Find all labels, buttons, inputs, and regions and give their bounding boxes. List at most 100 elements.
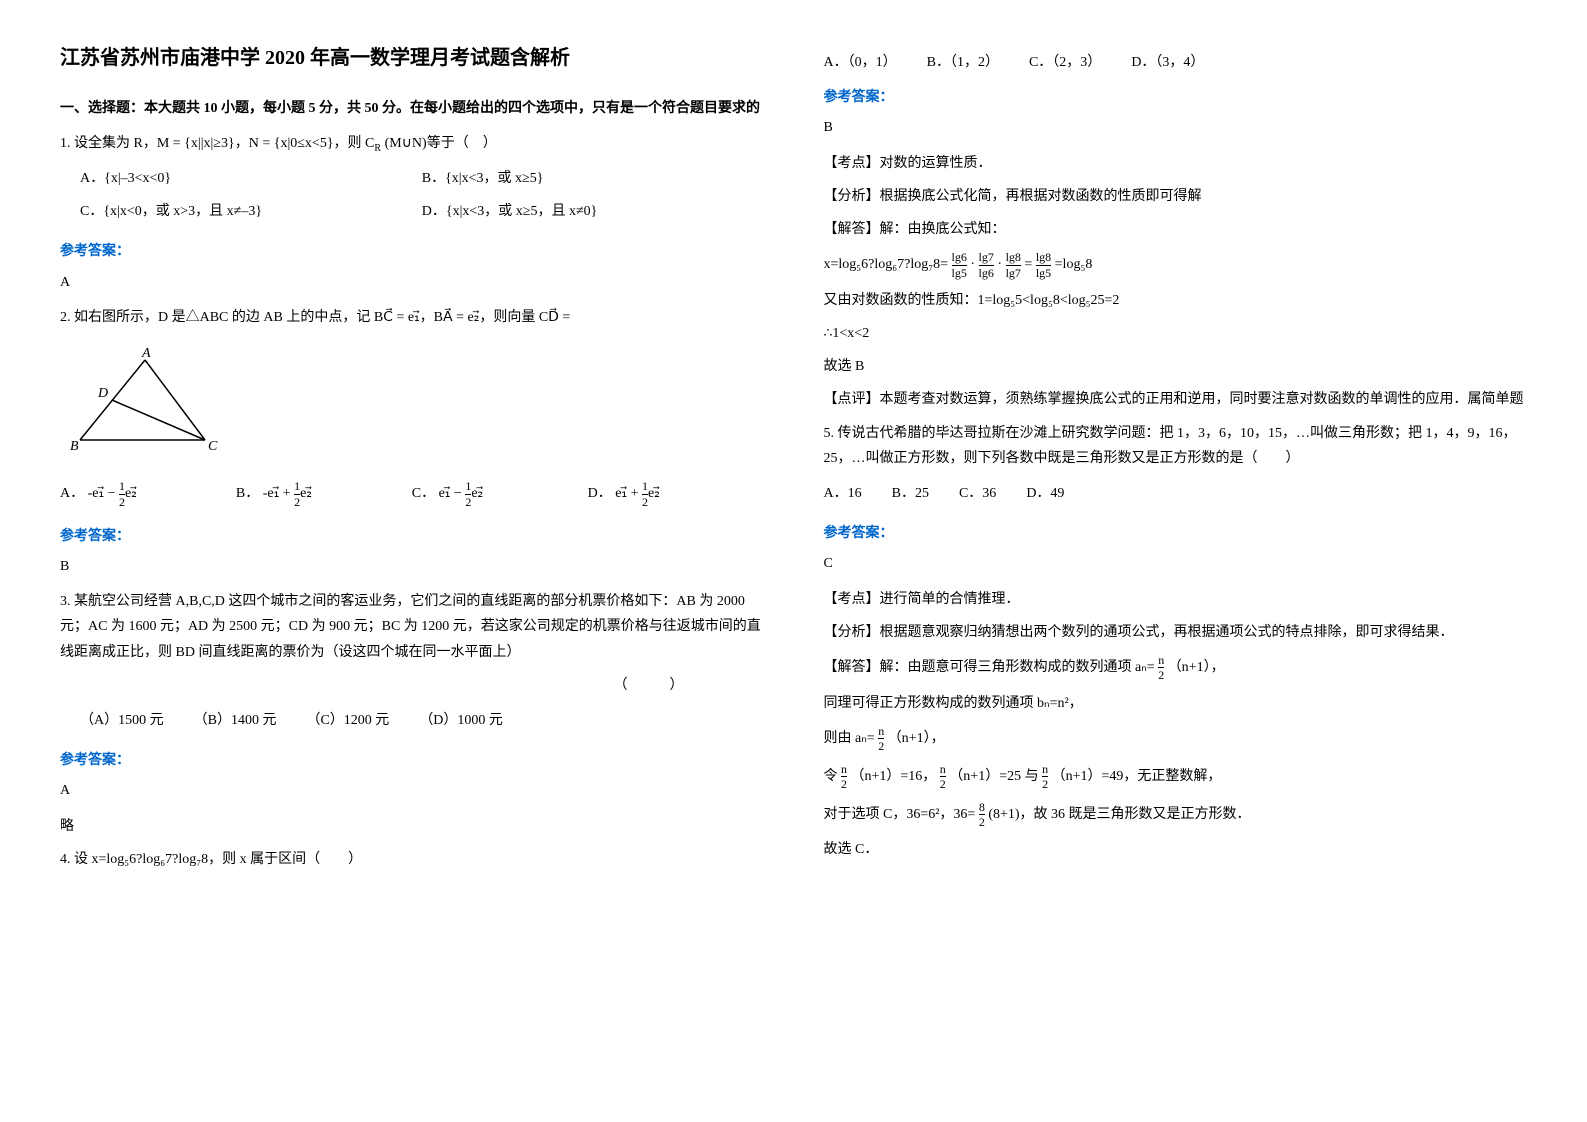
q1-answer: A (60, 270, 764, 295)
page-title: 江苏省苏州市庙港中学 2020 年高一数学理月考试题含解析 (60, 40, 764, 76)
q4-comment: 【点评】本题考查对数运算，须熟练掌握换底公式的正用和逆用，同时要注意对数函数的单… (824, 387, 1528, 412)
left-column: 江苏省苏州市庙港中学 2020 年高一数学理月考试题含解析 一、选择题：本大题共… (60, 40, 764, 887)
q1-optA: A．{x|–3<x<0} (80, 166, 422, 191)
q2-optB: B． -e₁⃗ + 12e₂⃗ (236, 479, 412, 509)
question-4-stem: 4. 设 x=log₅6?log₆7?log₇8，则 x 属于区间（ ） (60, 847, 764, 872)
question-5: 5. 传说古代希腊的毕达哥拉斯在沙滩上研究数学问题：把 1，3，6，10，15，… (824, 421, 1528, 507)
frac-n2-b: n2 (878, 724, 884, 754)
frac-lg8-lg7: lg8lg7 (1006, 250, 1021, 280)
q5-sol5b: (8+1)，故 36 既是三角形数又是正方形数． (988, 807, 1250, 822)
answer-label-1: 参考答案： (60, 239, 764, 264)
q5-sol4c: （n+1）=25 与 (949, 769, 1038, 784)
q3-optB: （B）1400 元 (194, 708, 277, 733)
q5-solution-line6: 故选 C． (824, 837, 1528, 862)
q2-text: 2. 如右图所示，D 是△ABC 的边 AB 上的中点，记 BC⃗ = e₁⃗，… (60, 305, 764, 330)
q5-optD: D．49 (1026, 481, 1064, 506)
frac-lg7-lg6: lg7lg6 (979, 250, 994, 280)
q5-solution-line4: 令 n2 （n+1）=16， n2 （n+1）=25 与 n2 （n+1）=49… (824, 762, 1528, 792)
q2-optD-formula: e₁⃗ + 12e₂⃗ (615, 486, 660, 501)
q1-optC: C．{x|x<0，或 x>3，且 x≠–3} (80, 199, 422, 224)
q1-options: A．{x|–3<x<0} B．{x|x<3，或 x≥5} C．{x|x<0，或 … (80, 166, 764, 224)
q4-sol1-text: x=log₅6?log₆7?log₇8= (824, 257, 949, 272)
q1-optB: B．{x|x<3，或 x≥5} (422, 166, 764, 191)
frac-lg6-lg5: lg6lg5 (952, 250, 967, 280)
q2-optC-formula: e₁⃗ − 12e₂⃗ (439, 486, 484, 501)
q5-optA: A．16 (824, 481, 862, 506)
q5-solution-line5: 对于选项 C，36=6²，36= 82 (8+1)，故 36 既是三角形数又是正… (824, 800, 1528, 830)
q2-optB-label: B． (236, 486, 259, 501)
q5-sol1-end: （n+1）， (1168, 660, 1225, 675)
q1-text: 1. 设全集为 R，M = {x||x|≥3}，N = {x|0≤x<5}，则 … (60, 131, 764, 158)
answer-label-4: 参考答案： (824, 85, 1528, 110)
svg-text:C: C (208, 439, 218, 454)
q2-optD: D． e₁⃗ + 12e₂⃗ (588, 479, 764, 509)
q1-text-part2: (M∪N)等于（ ） (381, 136, 497, 151)
q5-sol-label: 【解答】解：由题意可得三角形数构成的数列通项 aₙ= (824, 660, 1155, 675)
frac-n2-e: n2 (1042, 762, 1048, 792)
q3-optC: （C）1200 元 (306, 708, 389, 733)
dot2: · (997, 257, 1002, 272)
answer-label-2: 参考答案： (60, 524, 764, 549)
q4-sol1-end: =log₅8 (1055, 257, 1093, 272)
answer-label-5: 参考答案： (824, 521, 1528, 546)
frac-n2-c: n2 (841, 762, 847, 792)
svg-text:A: A (141, 346, 151, 361)
dot1: · (970, 257, 975, 272)
q5-optB: B．25 (892, 481, 929, 506)
q4-optC: C．（2，3） (1029, 50, 1101, 75)
q2-optB-formula: -e₁⃗ + 12e₂⃗ (263, 486, 312, 501)
svg-text:D: D (97, 386, 108, 401)
svg-text:B: B (70, 439, 79, 454)
q3-options: （A）1500 元 （B）1400 元 （C）1200 元 （D）1000 元 (80, 708, 764, 733)
q4-solution-line2: 又由对数函数的性质知：1=log₅5<log₅8<log₅25=2 (824, 288, 1528, 313)
q3-answer: A (60, 778, 764, 803)
q5-analysis: 【分析】根据题意观察归纳猜想出两个数列的通项公式，再根据通项公式的特点排除，即可… (824, 620, 1528, 645)
q2-optC-label: C． (412, 486, 435, 501)
frac-82: 82 (979, 800, 985, 830)
q5-options: A．16 B．25 C．36 D．49 (824, 481, 1528, 506)
q2-optA-label: A． (60, 486, 84, 501)
question-1: 1. 设全集为 R，M = {x||x|≥3}，N = {x|0≤x<5}，则 … (60, 131, 764, 224)
q5-sol4d: （n+1）=49，无正整数解， (1052, 769, 1222, 784)
q4-options: A．（0，1） B．（1，2） C．（2，3） D．（3，4） (824, 50, 1528, 75)
q3-optD: （D）1000 元 (419, 708, 503, 733)
question-3: 3. 某航空公司经营 A,B,C,D 这四个城市之间的客运业务，它们之间的直线距… (60, 589, 764, 733)
q4-answer: B (824, 115, 1528, 140)
q4-solution-line3: ∴1<x<2 (824, 321, 1528, 346)
q4-optB: B．（1，2） (927, 50, 999, 75)
q5-sol5a: 对于选项 C，36=6²，36= (824, 807, 976, 822)
frac-n2-a: n2 (1158, 653, 1164, 683)
q4-analysis: 【分析】根据换底公式化简，再根据对数函数的性质即可得解 (824, 184, 1528, 209)
q2-optA: A． -e₁⃗ − 12e₂⃗ (60, 479, 236, 509)
page-container: 江苏省苏州市庙港中学 2020 年高一数学理月考试题含解析 一、选择题：本大题共… (60, 40, 1527, 887)
q5-optC: C．36 (959, 481, 996, 506)
q2-diagram: A B C D (60, 345, 764, 464)
q2-optA-formula: -e₁⃗ − 12e₂⃗ (88, 486, 137, 501)
section-header: 一、选择题：本大题共 10 小题，每小题 5 分，共 50 分。在每小题给出的四… (60, 96, 764, 121)
q1-optD: D．{x|x<3，或 x≥5，且 x≠0} (422, 199, 764, 224)
q2-options: A． -e₁⃗ − 12e₂⃗ B． -e₁⃗ + 12e₂⃗ C． e₁⃗ −… (60, 479, 764, 509)
q5-solution-line3: 则由 aₙ= n2 （n+1）， (824, 724, 1528, 754)
q5-solution-line1: 【解答】解：由题意可得三角形数构成的数列通项 aₙ= n2 （n+1）， (824, 653, 1528, 683)
q5-topic: 【考点】进行简单的合情推理． (824, 587, 1528, 612)
q4-optD: D．（3，4） (1131, 50, 1204, 75)
q5-sol3a: 则由 aₙ= (824, 731, 875, 746)
q4-solution-line1: x=log₅6?log₆7?log₇8= lg6lg5 · lg7lg6 · l… (824, 250, 1528, 280)
q4-text: 4. 设 x=log₅6?log₆7?log₇8，则 x 属于区间（ ） (60, 847, 764, 872)
q5-sol4b: （n+1）=16， (851, 769, 937, 784)
right-column: A．（0，1） B．（1，2） C．（2，3） D．（3，4） 参考答案： B … (824, 40, 1528, 887)
q1-text-part1: 1. 设全集为 R，M = {x||x|≥3}，N = {x|0≤x<5}，则 … (60, 136, 374, 151)
q5-sol3b: （n+1）， (888, 731, 945, 746)
q4-solution-line4: 故选 B (824, 354, 1528, 379)
q5-sol4a: 令 (824, 769, 838, 784)
q3-brief: 略 (60, 814, 764, 839)
q3-spacer: （ ） (60, 673, 764, 698)
q5-text: 5. 传说古代希腊的毕达哥拉斯在沙滩上研究数学问题：把 1，3，6，10，15，… (824, 421, 1528, 471)
frac-lg8-lg5: lg8lg5 (1036, 250, 1051, 280)
q3-text: 3. 某航空公司经营 A,B,C,D 这四个城市之间的客运业务，它们之间的直线距… (60, 589, 764, 665)
q3-optA: （A）1500 元 (80, 708, 164, 733)
q2-optC: C． e₁⃗ − 12e₂⃗ (412, 479, 588, 509)
q4-optA: A．（0，1） (824, 50, 897, 75)
q2-optD-label: D． (588, 486, 612, 501)
q2-answer: B (60, 554, 764, 579)
